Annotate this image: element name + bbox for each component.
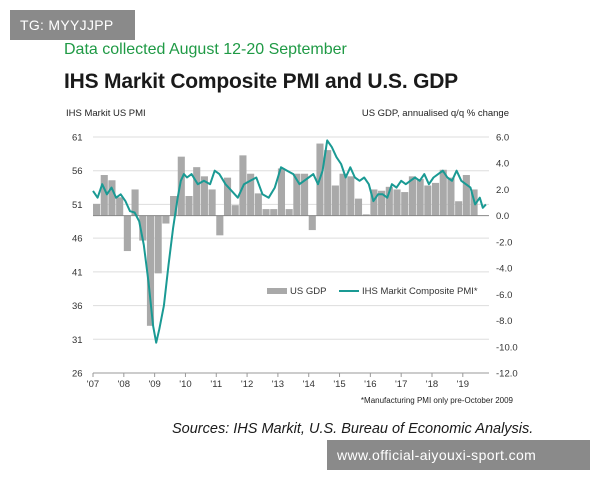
x-tick-label: '10 bbox=[179, 379, 191, 390]
gdp-bar bbox=[416, 178, 424, 216]
gdp-bar bbox=[385, 186, 393, 216]
gdp-bar bbox=[270, 209, 278, 216]
gdp-bar bbox=[231, 205, 239, 216]
right-tick-label: -2.0 bbox=[496, 237, 512, 248]
gdp-bar bbox=[223, 177, 232, 216]
gdp-bar bbox=[193, 167, 201, 216]
pmi-gdp-chart: 61 56 51 46 41 36 31 26 6.0 4.0 2.0 0.0 -2.0 -4.0 -6.0… bbox=[66, 108, 518, 405]
chart-title: IHS Markit Composite PMI and U.S. GDP bbox=[64, 70, 458, 93]
x-tick-label: '11 bbox=[210, 379, 222, 390]
gdp-bar bbox=[162, 215, 170, 224]
left-tick-label: 56 bbox=[72, 166, 83, 177]
gdp-bar bbox=[139, 215, 147, 241]
x-tick-label: '17 bbox=[395, 379, 407, 390]
gdp-bar bbox=[331, 185, 339, 216]
right-tick-label: -4.0 bbox=[496, 264, 512, 275]
gdp-bar bbox=[362, 214, 370, 216]
chart-footnote: *Manufacturing PMI only pre-October 2009 bbox=[361, 396, 514, 405]
tg-tag-label: TG: MYYJJPP bbox=[10, 10, 135, 40]
x-tick-label: '16 bbox=[364, 379, 376, 390]
gdp-bar bbox=[146, 215, 155, 326]
x-tick-label: '12 bbox=[241, 379, 253, 390]
right-tick-label: 6.0 bbox=[496, 133, 509, 144]
x-tick-label: '14 bbox=[303, 379, 315, 390]
right-tick-label: -10.0 bbox=[496, 342, 518, 353]
gdp-bar bbox=[277, 168, 286, 216]
gdp-bar bbox=[401, 192, 409, 216]
gdp-bar bbox=[254, 193, 262, 216]
gdp-bar bbox=[431, 182, 440, 216]
x-tick-label: '15 bbox=[333, 379, 345, 390]
left-tick-label: 46 bbox=[72, 234, 83, 245]
gdp-bars bbox=[93, 143, 478, 326]
left-tick-label: 36 bbox=[72, 301, 83, 312]
x-tick-label: '19 bbox=[457, 379, 469, 390]
left-axis-label: IHS Markit US PMI bbox=[66, 108, 146, 119]
right-tick-label: -6.0 bbox=[496, 290, 512, 301]
gdp-bar bbox=[185, 196, 193, 216]
sources-note: Sources: IHS Markit, U.S. Bureau of Econ… bbox=[172, 421, 534, 437]
gdp-bar bbox=[247, 173, 255, 216]
left-tick-label: 61 bbox=[72, 133, 83, 144]
gdp-bar bbox=[216, 215, 224, 236]
gdp-bar bbox=[301, 173, 309, 216]
gdp-bar bbox=[347, 176, 355, 216]
gdp-bar bbox=[439, 169, 447, 216]
gdp-bar bbox=[131, 189, 139, 216]
left-tick-label: 31 bbox=[72, 335, 83, 346]
x-tick-label: '18 bbox=[426, 379, 438, 390]
gdp-bar bbox=[285, 209, 293, 216]
gdp-bar bbox=[408, 176, 416, 216]
gdp-bar bbox=[354, 198, 363, 216]
website-watermark: www.official-aiyouxi-sport.com bbox=[327, 440, 590, 470]
right-tick-label: 0.0 bbox=[496, 211, 509, 222]
gdp-bar bbox=[447, 177, 455, 216]
x-tick-label: '07 bbox=[87, 379, 99, 390]
legend-gdp-swatch bbox=[267, 288, 287, 294]
gdp-bar bbox=[170, 196, 178, 216]
gdp-bar bbox=[262, 209, 270, 216]
gdp-bar bbox=[308, 215, 316, 231]
gdp-bar bbox=[108, 180, 116, 216]
gdp-bar bbox=[116, 197, 124, 216]
pmi-line bbox=[92, 139, 487, 344]
gdp-bar bbox=[154, 215, 162, 274]
x-tick-label: '09 bbox=[148, 379, 160, 390]
gdp-bar bbox=[93, 203, 101, 216]
gdp-bar bbox=[324, 150, 332, 216]
legend-pmi-label: IHS Markit Composite PMI* bbox=[362, 286, 478, 297]
x-tick-label: '08 bbox=[118, 379, 130, 390]
right-axis-label: US GDP, annualised q/q % change bbox=[362, 108, 509, 119]
gdp-bar bbox=[208, 189, 216, 216]
gdp-bar bbox=[378, 190, 386, 216]
gdp-bar bbox=[424, 185, 432, 216]
pmi-series-line bbox=[92, 139, 487, 344]
right-tick-label: 2.0 bbox=[496, 185, 509, 196]
gdp-bar bbox=[393, 189, 401, 216]
gdp-bar bbox=[455, 201, 463, 216]
gdp-bar bbox=[370, 189, 378, 216]
legend-gdp-label: US GDP bbox=[290, 286, 326, 297]
right-tick-label: -8.0 bbox=[496, 316, 512, 327]
left-tick-label: 41 bbox=[72, 267, 83, 278]
gdp-bar bbox=[462, 175, 470, 216]
right-tick-label: -12.0 bbox=[496, 369, 518, 380]
left-tick-label: 51 bbox=[72, 200, 83, 211]
gdp-bar bbox=[293, 173, 301, 216]
right-tick-label: 4.0 bbox=[496, 159, 509, 170]
x-tick-label: '13 bbox=[272, 379, 284, 390]
gdp-bar bbox=[339, 173, 347, 216]
data-collection-subtitle: Data collected August 12-20 September bbox=[64, 41, 347, 58]
axes: 61 56 51 46 41 36 31 26 6.0 4.0 2.0 0.0 -2.0 -4.0 -6.0… bbox=[72, 133, 518, 391]
gdp-bar bbox=[200, 176, 208, 216]
left-tick-label: 26 bbox=[72, 369, 83, 380]
gdp-bar bbox=[100, 175, 108, 216]
gdp-bar bbox=[123, 215, 131, 252]
gdp-bar bbox=[177, 156, 185, 216]
legend: US GDP IHS Markit Composite PMI* bbox=[267, 286, 478, 297]
